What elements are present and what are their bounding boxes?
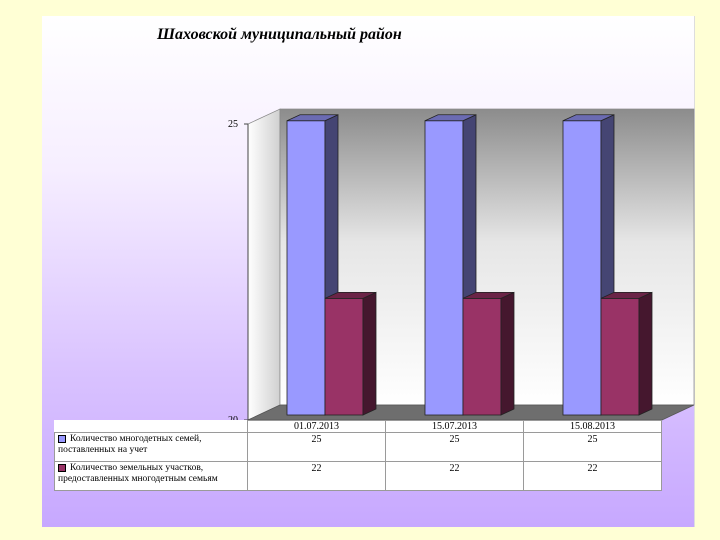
bar-top-face [324, 291, 377, 299]
bar-front-face [462, 297, 502, 416]
data-cell: 25 [523, 432, 662, 462]
category-label: 01.07.2013 [247, 420, 386, 433]
data-table-corner [54, 420, 248, 433]
bar [286, 114, 339, 416]
legend-label: Количество земельных участков, предостав… [58, 463, 218, 484]
bar-side-face [500, 291, 515, 416]
bar-front-face [324, 297, 364, 416]
legend-label: Количество многодетных семей, поставленн… [58, 434, 202, 455]
data-cell: 22 [385, 461, 524, 491]
chart-title: Шаховской муниципальный район [157, 26, 402, 43]
bar-side-face [362, 291, 377, 416]
bar-top-face [424, 114, 477, 122]
bar-front-face [424, 120, 464, 416]
data-table: 01.07.2013 15.07.2013 15.08.2013 Количес… [54, 420, 662, 491]
legend-swatch-blue [58, 434, 66, 443]
bar-front-face [286, 120, 326, 416]
bar [462, 291, 515, 416]
category-label: 15.08.2013 [523, 420, 662, 433]
legend-entry: Количество земельных участков, предостав… [54, 461, 248, 491]
data-cell: 22 [247, 461, 386, 491]
side-wall [247, 108, 281, 421]
bar-front-face [562, 120, 602, 416]
legend-entry: Количество многодетных семей, поставленн… [54, 432, 248, 462]
legend-swatch-maroon [58, 463, 66, 472]
y-tick-label: 25 [228, 119, 238, 130]
data-cell: 22 [523, 461, 662, 491]
bar [424, 114, 477, 416]
data-table-row: Количество многодетных семей, поставленн… [54, 432, 662, 462]
bar-side-face [638, 291, 653, 416]
data-table-header: 01.07.2013 15.07.2013 15.08.2013 [54, 420, 662, 433]
data-cell: 25 [247, 432, 386, 462]
bar [600, 291, 653, 416]
bar-front-face [600, 297, 640, 416]
data-table-row: Количество земельных участков, предостав… [54, 461, 662, 491]
bar-top-face [462, 291, 515, 299]
bar-top-face [562, 114, 615, 122]
data-cell: 25 [385, 432, 524, 462]
category-label: 15.07.2013 [385, 420, 524, 433]
bar-top-face [286, 114, 339, 122]
bar [324, 291, 377, 416]
bar-top-face [600, 291, 653, 299]
